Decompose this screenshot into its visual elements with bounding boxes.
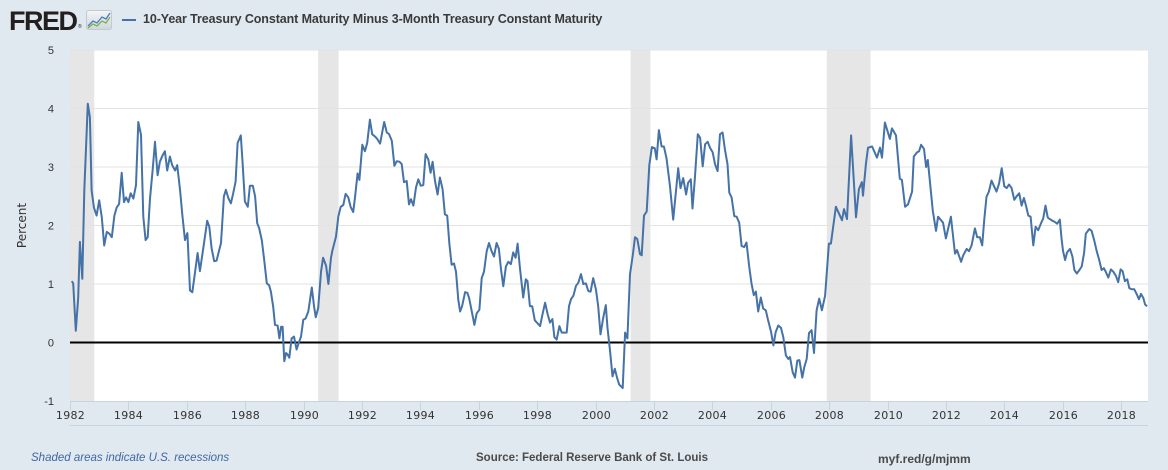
x-tick-label: 1994: [406, 409, 435, 422]
x-tick-label: 1988: [231, 409, 260, 422]
y-tick-label: 1: [48, 279, 54, 291]
x-tick-label: 1996: [465, 409, 494, 422]
y-tick-label: -1: [44, 396, 54, 408]
y-tick-label: 0: [48, 338, 54, 350]
fred-logo[interactable]: FRED: [9, 6, 78, 36]
y-axis-label: Percent: [15, 203, 29, 248]
y-tick-label: 3: [48, 162, 54, 174]
x-tick-label: 1982: [56, 409, 85, 422]
x-tick-label: 1992: [348, 409, 377, 422]
legend-swatch: [122, 19, 136, 21]
x-tick-label: 2000: [582, 409, 611, 422]
x-tick-label: 2002: [640, 409, 669, 422]
x-tick-label: 1984: [114, 409, 143, 422]
registered-mark: ®: [78, 24, 82, 30]
source-text: Source: Federal Reserve Bank of St. Loui…: [476, 452, 708, 464]
chart-title: 10-Year Treasury Constant Maturity Minus…: [143, 12, 603, 26]
gridlines: [70, 49, 1148, 285]
x-tick-label: 1986: [173, 409, 202, 422]
x-tick-label: 2014: [990, 409, 1019, 422]
y-axis: -1 0 1 2 3 4 5: [44, 45, 54, 408]
y-tick-label: 4: [48, 104, 54, 116]
short-url-link[interactable]: myf.red/g/mjmm: [878, 452, 971, 466]
y-tick-label: 5: [48, 45, 54, 57]
y-tick-label: 2: [48, 221, 54, 233]
recession-note: Shaded areas indicate U.S. recessions: [31, 452, 230, 464]
x-axis: 1982 1984 1986 1988 1990 1992 1994 1996 1998 2000…: [56, 401, 1148, 426]
x-tick-label: 2004: [698, 409, 727, 422]
x-tick-label: 2016: [1049, 409, 1078, 422]
line-graph-icon: [86, 10, 112, 30]
x-tick-label: 1998: [523, 409, 552, 422]
x-tick-label: 2010: [874, 409, 903, 422]
chart-header: FRED ® 10-Year Treasury Constant Maturit…: [0, 0, 1168, 40]
x-tick-label: 2006: [757, 409, 786, 422]
x-tick-label: 2018: [1107, 409, 1136, 422]
x-tick-label: 1990: [290, 409, 319, 422]
x-tick-label: 2012: [932, 409, 961, 422]
series-line[interactable]: [70, 102, 1148, 390]
x-tick-label: 2008: [815, 409, 844, 422]
